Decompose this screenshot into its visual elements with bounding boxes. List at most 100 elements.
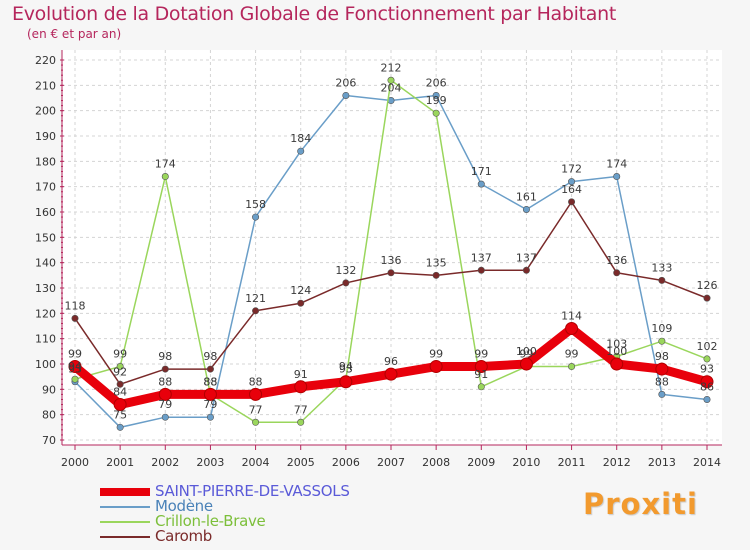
data-label: 103 [606,337,627,350]
data-label: 135 [426,256,447,269]
data-point [162,366,168,372]
data-label: 88 [655,375,669,388]
data-label: 86 [700,380,714,393]
data-point [659,391,665,397]
data-label: 79 [158,398,172,411]
legend-item[interactable]: SAINT-PIERRE-DE-VASSOLS [100,484,420,499]
x-tick-label: 2014 [693,456,721,469]
data-label: 84 [113,386,127,399]
x-tick-label: 2011 [558,456,586,469]
data-label: 99 [429,348,443,361]
data-label: 199 [426,94,447,107]
data-point [704,295,710,301]
data-point [659,277,665,283]
data-point [433,272,439,278]
legend-swatch [100,521,150,523]
data-label: 79 [203,398,217,411]
data-label: 171 [471,165,492,178]
data-label: 99 [519,348,533,361]
data-point [704,356,710,362]
x-tick-label: 2012 [603,456,631,469]
data-point [614,173,620,179]
data-label: 92 [113,365,127,378]
y-tick-label: 180 [35,155,56,168]
data-label: 109 [651,322,672,335]
legend-swatch [100,536,150,538]
data-label: 88 [249,375,263,388]
x-tick-label: 2009 [467,456,495,469]
data-point [72,315,78,321]
legend-label: Caromb [155,527,212,545]
proxiti-logo[interactable]: Proxiti [583,487,698,521]
data-point [659,338,665,344]
data-label: 99 [565,348,579,361]
data-label: 132 [335,264,356,277]
data-point [207,414,213,420]
data-label: 98 [158,350,172,363]
y-tick-label: 150 [35,231,56,244]
data-point [478,267,484,273]
data-point [252,214,258,220]
data-point [611,358,623,370]
legend-item[interactable]: Caromb [100,529,420,544]
data-label: 77 [294,403,308,416]
data-point [252,419,258,425]
data-label: 161 [516,190,537,203]
data-point [340,376,352,388]
data-label: 114 [561,310,582,323]
data-point [250,388,262,400]
x-tick-label: 2006 [332,456,360,469]
y-tick-label: 70 [42,434,56,447]
y-tick-label: 130 [35,282,56,295]
x-tick-label: 2010 [512,456,540,469]
data-label: 77 [249,403,263,416]
data-point [566,323,578,335]
y-tick-label: 220 [35,54,56,67]
data-label: 206 [335,76,356,89]
data-point [343,280,349,286]
data-point [207,366,213,372]
x-tick-label: 2002 [151,456,179,469]
data-point [298,148,304,154]
data-label: 94 [339,360,353,373]
data-point [295,381,307,393]
data-point [614,270,620,276]
legend: SAINT-PIERRE-DE-VASSOLS Modène Crillon-l… [100,484,420,544]
x-tick-label: 2001 [106,456,134,469]
data-point [478,384,484,390]
data-label: 174 [606,158,627,171]
x-tick-label: 2005 [287,456,315,469]
legend-swatch [100,506,150,508]
data-point [523,267,529,273]
data-point [478,181,484,187]
data-label: 102 [697,340,718,353]
data-label: 99 [68,348,82,361]
data-label: 174 [155,158,176,171]
y-tick-label: 90 [42,383,56,396]
data-label: 121 [245,292,266,305]
data-point [162,414,168,420]
y-tick-label: 110 [35,333,56,346]
data-label: 88 [158,375,172,388]
y-tick-label: 170 [35,181,56,194]
x-tick-label: 2007 [377,456,405,469]
data-point [343,92,349,98]
data-label: 98 [203,350,217,363]
y-tick-label: 100 [35,358,56,371]
data-label: 91 [294,368,308,381]
legend-item[interactable]: Crillon-le-Brave [100,514,420,529]
data-label: 133 [651,261,672,274]
data-point [568,363,574,369]
data-point [523,206,529,212]
data-label: 91 [474,368,488,381]
data-point [385,368,397,380]
data-label: 124 [290,284,311,297]
y-tick-label: 140 [35,257,56,270]
x-tick-label: 2004 [242,456,270,469]
data-point [430,361,442,373]
data-label: 99 [474,348,488,361]
data-label: 184 [290,132,311,145]
data-point [433,110,439,116]
data-label: 96 [384,355,398,368]
data-label: 206 [426,76,447,89]
